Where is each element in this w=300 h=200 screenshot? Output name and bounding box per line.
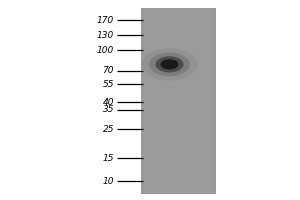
FancyBboxPatch shape <box>141 8 216 194</box>
Text: 130: 130 <box>97 31 114 40</box>
Ellipse shape <box>149 53 190 76</box>
Ellipse shape <box>155 56 184 72</box>
Text: 35: 35 <box>103 105 114 114</box>
Text: 170: 170 <box>97 16 114 25</box>
Text: 10: 10 <box>103 177 114 186</box>
Ellipse shape <box>141 48 197 81</box>
Text: 40: 40 <box>103 98 114 107</box>
Text: 55: 55 <box>103 80 114 89</box>
Text: 100: 100 <box>97 46 114 55</box>
Ellipse shape <box>160 59 178 70</box>
FancyBboxPatch shape <box>144 8 213 194</box>
Text: 15: 15 <box>103 154 114 163</box>
Text: 70: 70 <box>103 66 114 75</box>
Text: 25: 25 <box>103 125 114 134</box>
